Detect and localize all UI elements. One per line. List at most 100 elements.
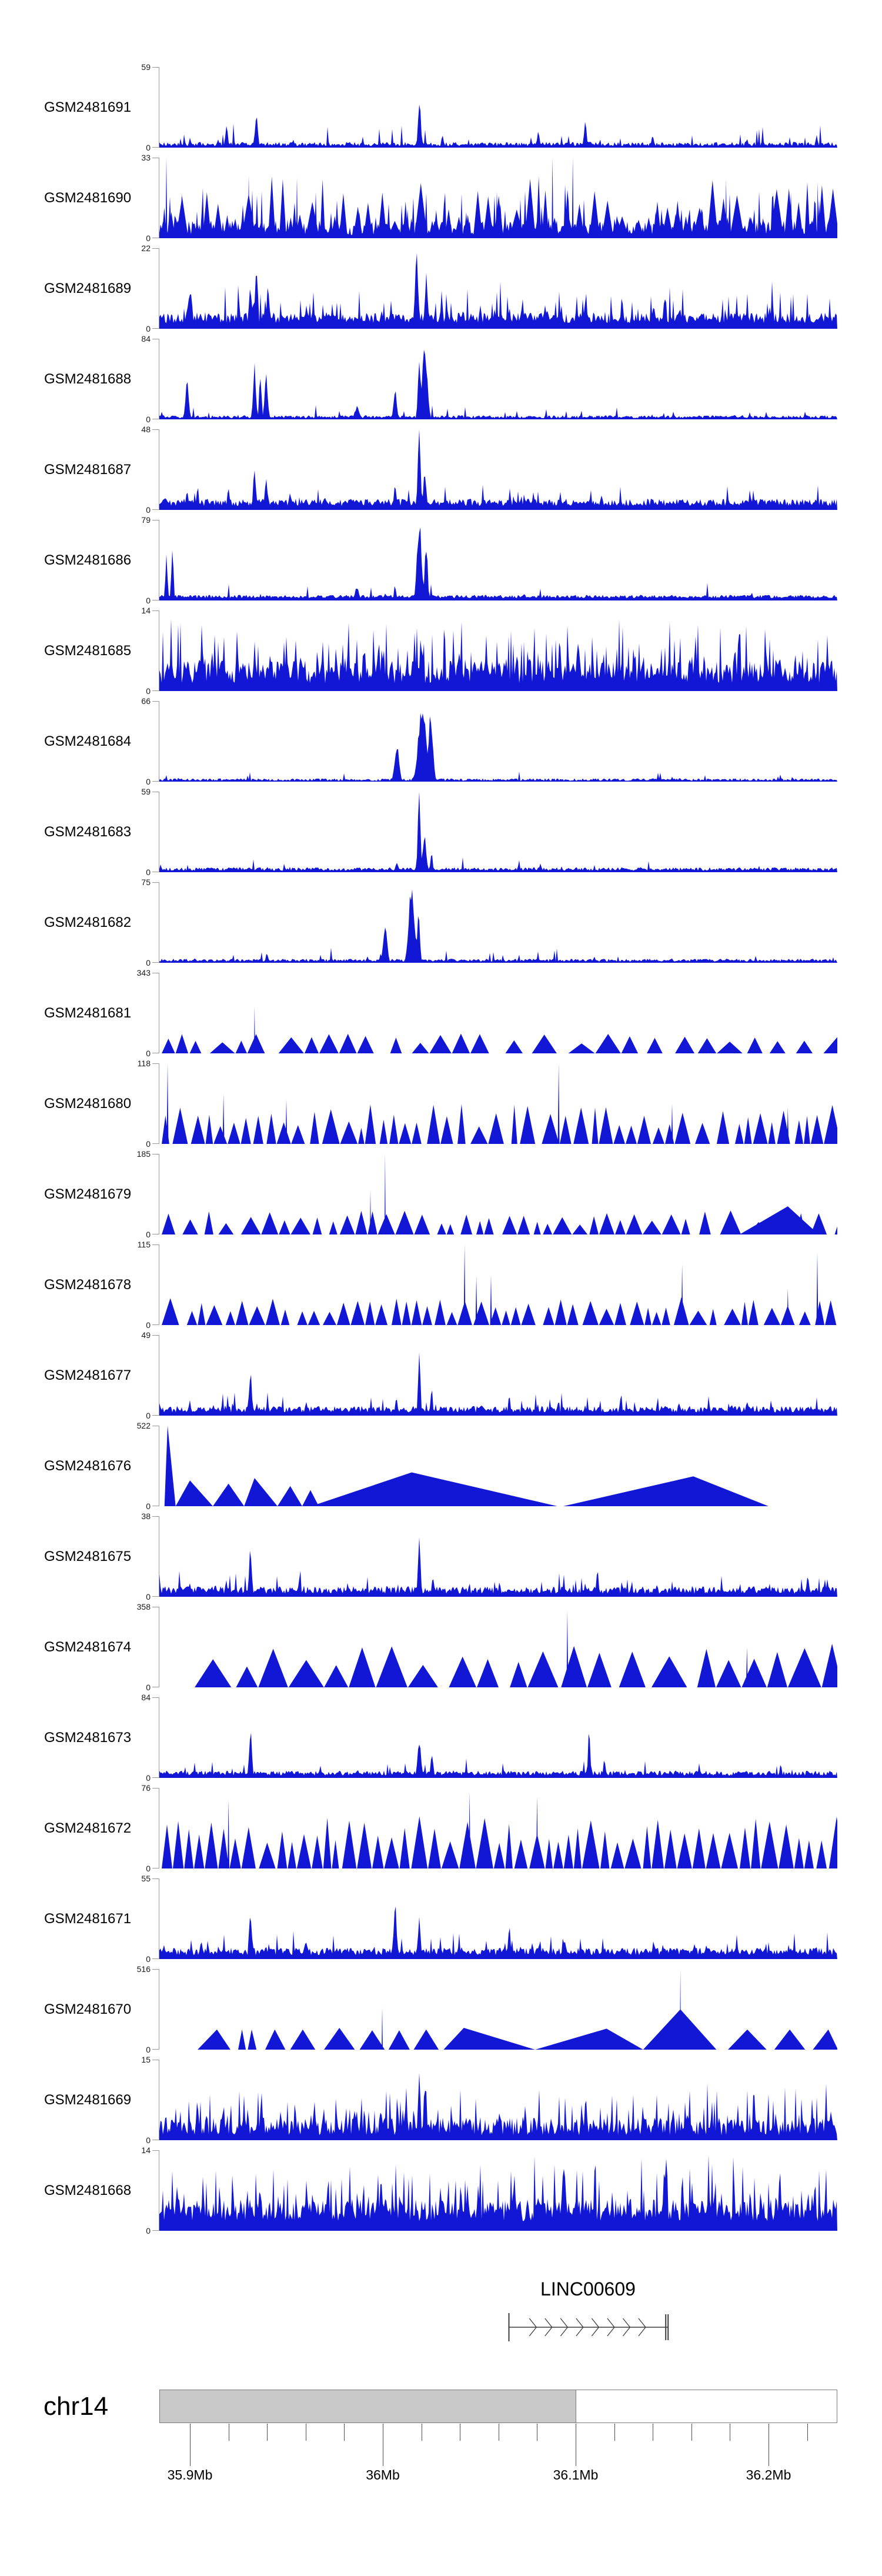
track-ymax-label: 84 (141, 334, 151, 343)
track-ymax-label: 516 (136, 1964, 151, 1974)
track-ymax-label: 358 (136, 1602, 151, 1611)
track-ymax-label: 115 (137, 1240, 151, 1249)
axis-minor-tick (691, 2424, 692, 2441)
track-ymax-label: 522 (136, 1421, 151, 1430)
track-zero-label: 0 (146, 233, 151, 243)
track-zero-label: 0 (146, 1592, 151, 1601)
y-axis-top-tick (152, 610, 159, 611)
gene-direction-arrow (544, 2318, 553, 2337)
track-zero-label: 0 (146, 1683, 151, 1692)
gene-model (508, 2313, 669, 2341)
axis-tick-label: 36Mb (366, 2467, 400, 2482)
track-signal-plot (159, 429, 837, 510)
track-signal-plot (164, 1426, 769, 1506)
track-label: GSM2481672 (44, 1820, 132, 1836)
track-zero-label: 0 (146, 1864, 151, 1873)
axis-tick-label: 36.2Mb (746, 2467, 791, 2482)
track-zero-label: 0 (146, 1411, 151, 1420)
track-ymax-label: 14 (141, 606, 151, 615)
track-ymax-label: 38 (141, 1511, 151, 1521)
y-axis-bottom-tick (152, 1324, 159, 1325)
track-signal-plot (198, 1969, 837, 2050)
track-signal-plot (159, 713, 837, 782)
track-label: GSM2481686 (44, 552, 132, 568)
track-ymax-label: 76 (141, 1783, 151, 1793)
track-signal-plot (159, 1906, 837, 1959)
track-zero-label: 0 (146, 1139, 151, 1149)
y-axis-bottom-tick (152, 781, 159, 782)
track-ymax-label: 343 (136, 968, 151, 977)
track-ymax-label: 75 (141, 877, 151, 887)
track-label: GSM2481684 (44, 733, 132, 749)
track-label: GSM2481679 (44, 1186, 132, 1202)
y-axis-top-tick (152, 248, 159, 249)
track-signal-plot (159, 158, 837, 238)
track-zero-label: 0 (146, 1230, 151, 1239)
track-label: GSM2481690 (44, 189, 132, 206)
track-signal-plot (159, 349, 837, 419)
y-axis-top-tick (152, 701, 159, 702)
y-axis-bottom-tick (152, 1143, 159, 1144)
y-axis-bottom-tick (152, 2230, 159, 2231)
track-signal-plot (159, 527, 837, 600)
track-zero-label: 0 (146, 2045, 151, 2054)
track-zero-label: 0 (146, 2226, 151, 2235)
track-label: GSM2481676 (44, 1457, 132, 1474)
track-ymax-label: 55 (141, 1874, 151, 1883)
axis-minor-tick (807, 2424, 808, 2441)
y-axis-top-tick (152, 1697, 159, 1698)
track-zero-label: 0 (146, 415, 151, 424)
track-signal-plot (159, 2154, 837, 2231)
track-ymax-label: 79 (141, 515, 151, 525)
axis-tick-label: 36.1Mb (553, 2467, 599, 2482)
y-axis-bottom-tick (152, 509, 159, 510)
track-label: GSM2481682 (44, 914, 132, 930)
track-zero-label: 0 (146, 2135, 151, 2145)
y-axis-top-tick (152, 429, 159, 430)
track-label: GSM2481669 (44, 2091, 132, 2108)
track-ymax-label: 15 (141, 2055, 151, 2064)
track-ymax-label: 48 (141, 425, 151, 434)
track-label: GSM2481678 (44, 1276, 132, 1293)
y-axis-top-tick (152, 2150, 159, 2151)
axis-minor-tick (267, 2424, 268, 2441)
track-label: GSM2481689 (44, 280, 132, 296)
track-signal-plot (159, 619, 837, 691)
track-zero-label: 0 (146, 1049, 151, 1058)
track-zero-label: 0 (146, 143, 151, 152)
gene-direction-arrow (607, 2318, 615, 2337)
track-label: GSM2481688 (44, 371, 132, 387)
y-axis-bottom-tick (152, 1596, 159, 1597)
y-axis-bottom-tick (152, 1958, 159, 1959)
track-signal-plot (159, 889, 837, 963)
track-ymax-label: 59 (141, 62, 151, 72)
track-zero-label: 0 (146, 686, 151, 696)
gene-direction-arrow (638, 2318, 646, 2337)
track-signal-plot (159, 253, 837, 329)
y-axis-bottom-tick (152, 2049, 159, 2050)
track-zero-label: 0 (146, 958, 151, 967)
y-axis-top-tick (152, 1516, 159, 1517)
chromosome-stain-gray (160, 2390, 576, 2422)
track-label: GSM2481674 (44, 1639, 132, 1655)
y-axis-bottom-tick (152, 147, 159, 148)
track-zero-label: 0 (146, 596, 151, 605)
track-label: GSM2481685 (44, 642, 132, 659)
track-ymax-label: 185 (136, 1149, 151, 1159)
track-zero-label: 0 (146, 1501, 151, 1511)
gene-name-label: LINC00609 (540, 2278, 636, 2300)
track-zero-label: 0 (146, 867, 151, 877)
track-label: GSM2481670 (44, 2001, 132, 2017)
y-axis-bottom-tick (152, 690, 159, 691)
track-zero-label: 0 (146, 324, 151, 333)
track-signal-plot (162, 1244, 837, 1325)
y-axis-bottom-tick (152, 1415, 159, 1416)
chromosome-bar (159, 2390, 837, 2423)
axis-minor-tick (614, 2424, 615, 2441)
gene-direction-arrow (529, 2318, 537, 2337)
track-label: GSM2481677 (44, 1367, 132, 1383)
gene-direction-arrow (623, 2318, 631, 2337)
chromosome-label: chr14 (44, 2392, 109, 2421)
axis-tick-label: 35.9Mb (167, 2467, 213, 2482)
track-label: GSM2481671 (44, 1910, 132, 1927)
